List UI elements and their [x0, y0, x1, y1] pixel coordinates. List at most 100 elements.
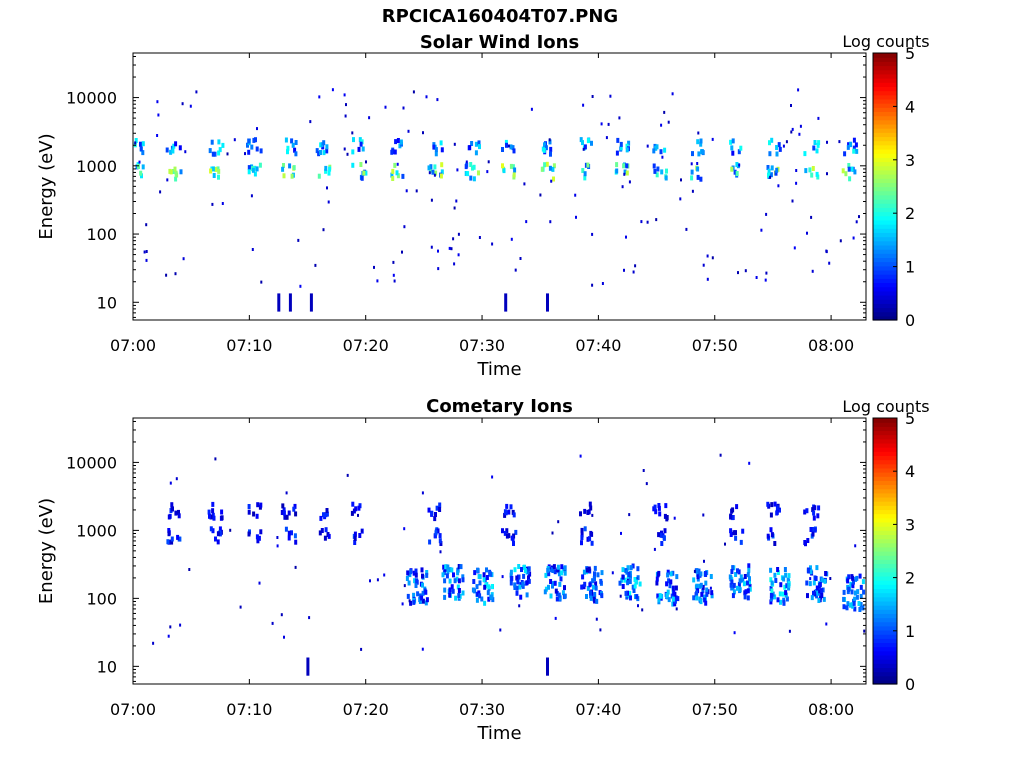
- band-cell-lower: [431, 169, 435, 175]
- speck-cell: [258, 581, 261, 585]
- band-cell-upper: [351, 501, 355, 507]
- band-cell-upper: [134, 138, 138, 143]
- x-tick-label: 07:50: [692, 336, 738, 355]
- colorbar-segment: [873, 236, 897, 242]
- band-cell-upper: [433, 516, 437, 522]
- speck-cell: [256, 127, 258, 131]
- burst-cell: [442, 564, 446, 570]
- burst-cell: [450, 567, 454, 573]
- burst-cell: [858, 607, 862, 612]
- speck-cell: [322, 228, 325, 232]
- band-cell-lower: [844, 171, 848, 177]
- band-cell-lower: [766, 165, 770, 170]
- burst-cell: [776, 567, 780, 572]
- colorbar-segment: [873, 82, 897, 87]
- colorbar-segment: [873, 629, 897, 635]
- colorbar-segment: [873, 447, 897, 452]
- burst-cell: [414, 572, 418, 578]
- burst-cell: [704, 571, 707, 576]
- band-cell-lower: [663, 528, 667, 534]
- band-cell-lower: [656, 166, 660, 172]
- colorbar-segment: [873, 654, 897, 660]
- burst-cell: [819, 589, 823, 595]
- burst-cell: [424, 589, 428, 595]
- band-cell-upper: [697, 151, 701, 157]
- band-cell-lower: [774, 170, 778, 176]
- burst-cell: [782, 600, 786, 606]
- speck-cell: [453, 262, 456, 266]
- speck-cell: [863, 629, 866, 633]
- band-cell-upper: [619, 145, 623, 151]
- speck-cell: [421, 491, 424, 495]
- burst-cell: [842, 589, 846, 595]
- colorbar-segment: [873, 517, 897, 523]
- speck-cell: [673, 516, 676, 520]
- band-cell-upper: [352, 137, 355, 143]
- burst-cell: [585, 594, 588, 599]
- speck-cell: [357, 513, 359, 517]
- colorbar-segment: [873, 211, 897, 217]
- burst-cell: [812, 580, 816, 586]
- burst-cell: [824, 571, 828, 576]
- speck-cell: [456, 168, 459, 172]
- burst-cell: [656, 572, 660, 578]
- burst-cell: [509, 569, 513, 575]
- burst-cell: [491, 597, 495, 603]
- burst-cell: [852, 579, 855, 585]
- colorbar-tick-label: 3: [905, 515, 915, 534]
- speck-cell: [369, 579, 371, 583]
- burst-cell: [555, 596, 559, 602]
- spike-line: [306, 657, 310, 676]
- burst-cell: [588, 582, 592, 588]
- burst-cell: [628, 579, 632, 584]
- band-cell-upper: [737, 149, 741, 155]
- colorbar-segment: [873, 148, 897, 154]
- band-cell-lower: [580, 535, 584, 541]
- band-cell-lower: [440, 169, 444, 175]
- band-cell-upper: [432, 144, 436, 150]
- band-cell-lower: [471, 165, 474, 171]
- band-cell-upper: [167, 514, 171, 520]
- speck-cell: [437, 267, 440, 271]
- speck-cell: [314, 263, 317, 267]
- band-cell-upper: [221, 142, 225, 148]
- burst-cell: [748, 586, 752, 592]
- band-cell-upper: [586, 138, 590, 144]
- band-cell-lower: [255, 166, 259, 172]
- x-axis-label: Time: [476, 723, 521, 744]
- band-cell-upper: [583, 508, 587, 514]
- band-cell-upper: [255, 146, 259, 152]
- speck-cell: [167, 634, 170, 638]
- speck-cell: [760, 228, 763, 232]
- band-cell-upper: [213, 151, 217, 157]
- band-cell-lower: [472, 176, 476, 182]
- speck-cell: [165, 273, 168, 277]
- colorbar-segment: [873, 73, 897, 79]
- burst-cell: [444, 564, 448, 570]
- chart-panel-2: 07:00 07:10 07:20 07:30 07:40 07:50 08:0010100…: [36, 396, 930, 744]
- plot-area: [133, 53, 866, 320]
- burst-cell: [784, 572, 788, 578]
- burst-cell: [461, 574, 465, 580]
- burst-cell: [561, 590, 565, 596]
- band-cell-lower: [179, 169, 183, 175]
- band-cell-lower: [173, 166, 177, 172]
- band-cell-lower: [139, 170, 143, 176]
- band-cell-upper: [505, 142, 508, 148]
- burst-cell: [551, 581, 555, 587]
- burst-cell: [478, 593, 482, 599]
- band-cell-lower: [212, 173, 216, 178]
- burst-cell: [817, 598, 821, 603]
- colorbar-segment: [873, 199, 897, 204]
- colorbar-segment: [873, 282, 897, 288]
- speck-cell: [487, 160, 490, 164]
- burst-cell: [847, 586, 851, 592]
- colorbar-segment: [873, 132, 897, 138]
- burst-cell: [710, 593, 714, 599]
- colorbar-segment: [873, 307, 897, 313]
- burst-cell: [456, 570, 460, 576]
- burst-cell: [855, 575, 859, 581]
- band-cell-upper: [511, 145, 515, 151]
- band-cell-lower: [662, 535, 666, 541]
- burst-cell: [421, 582, 424, 588]
